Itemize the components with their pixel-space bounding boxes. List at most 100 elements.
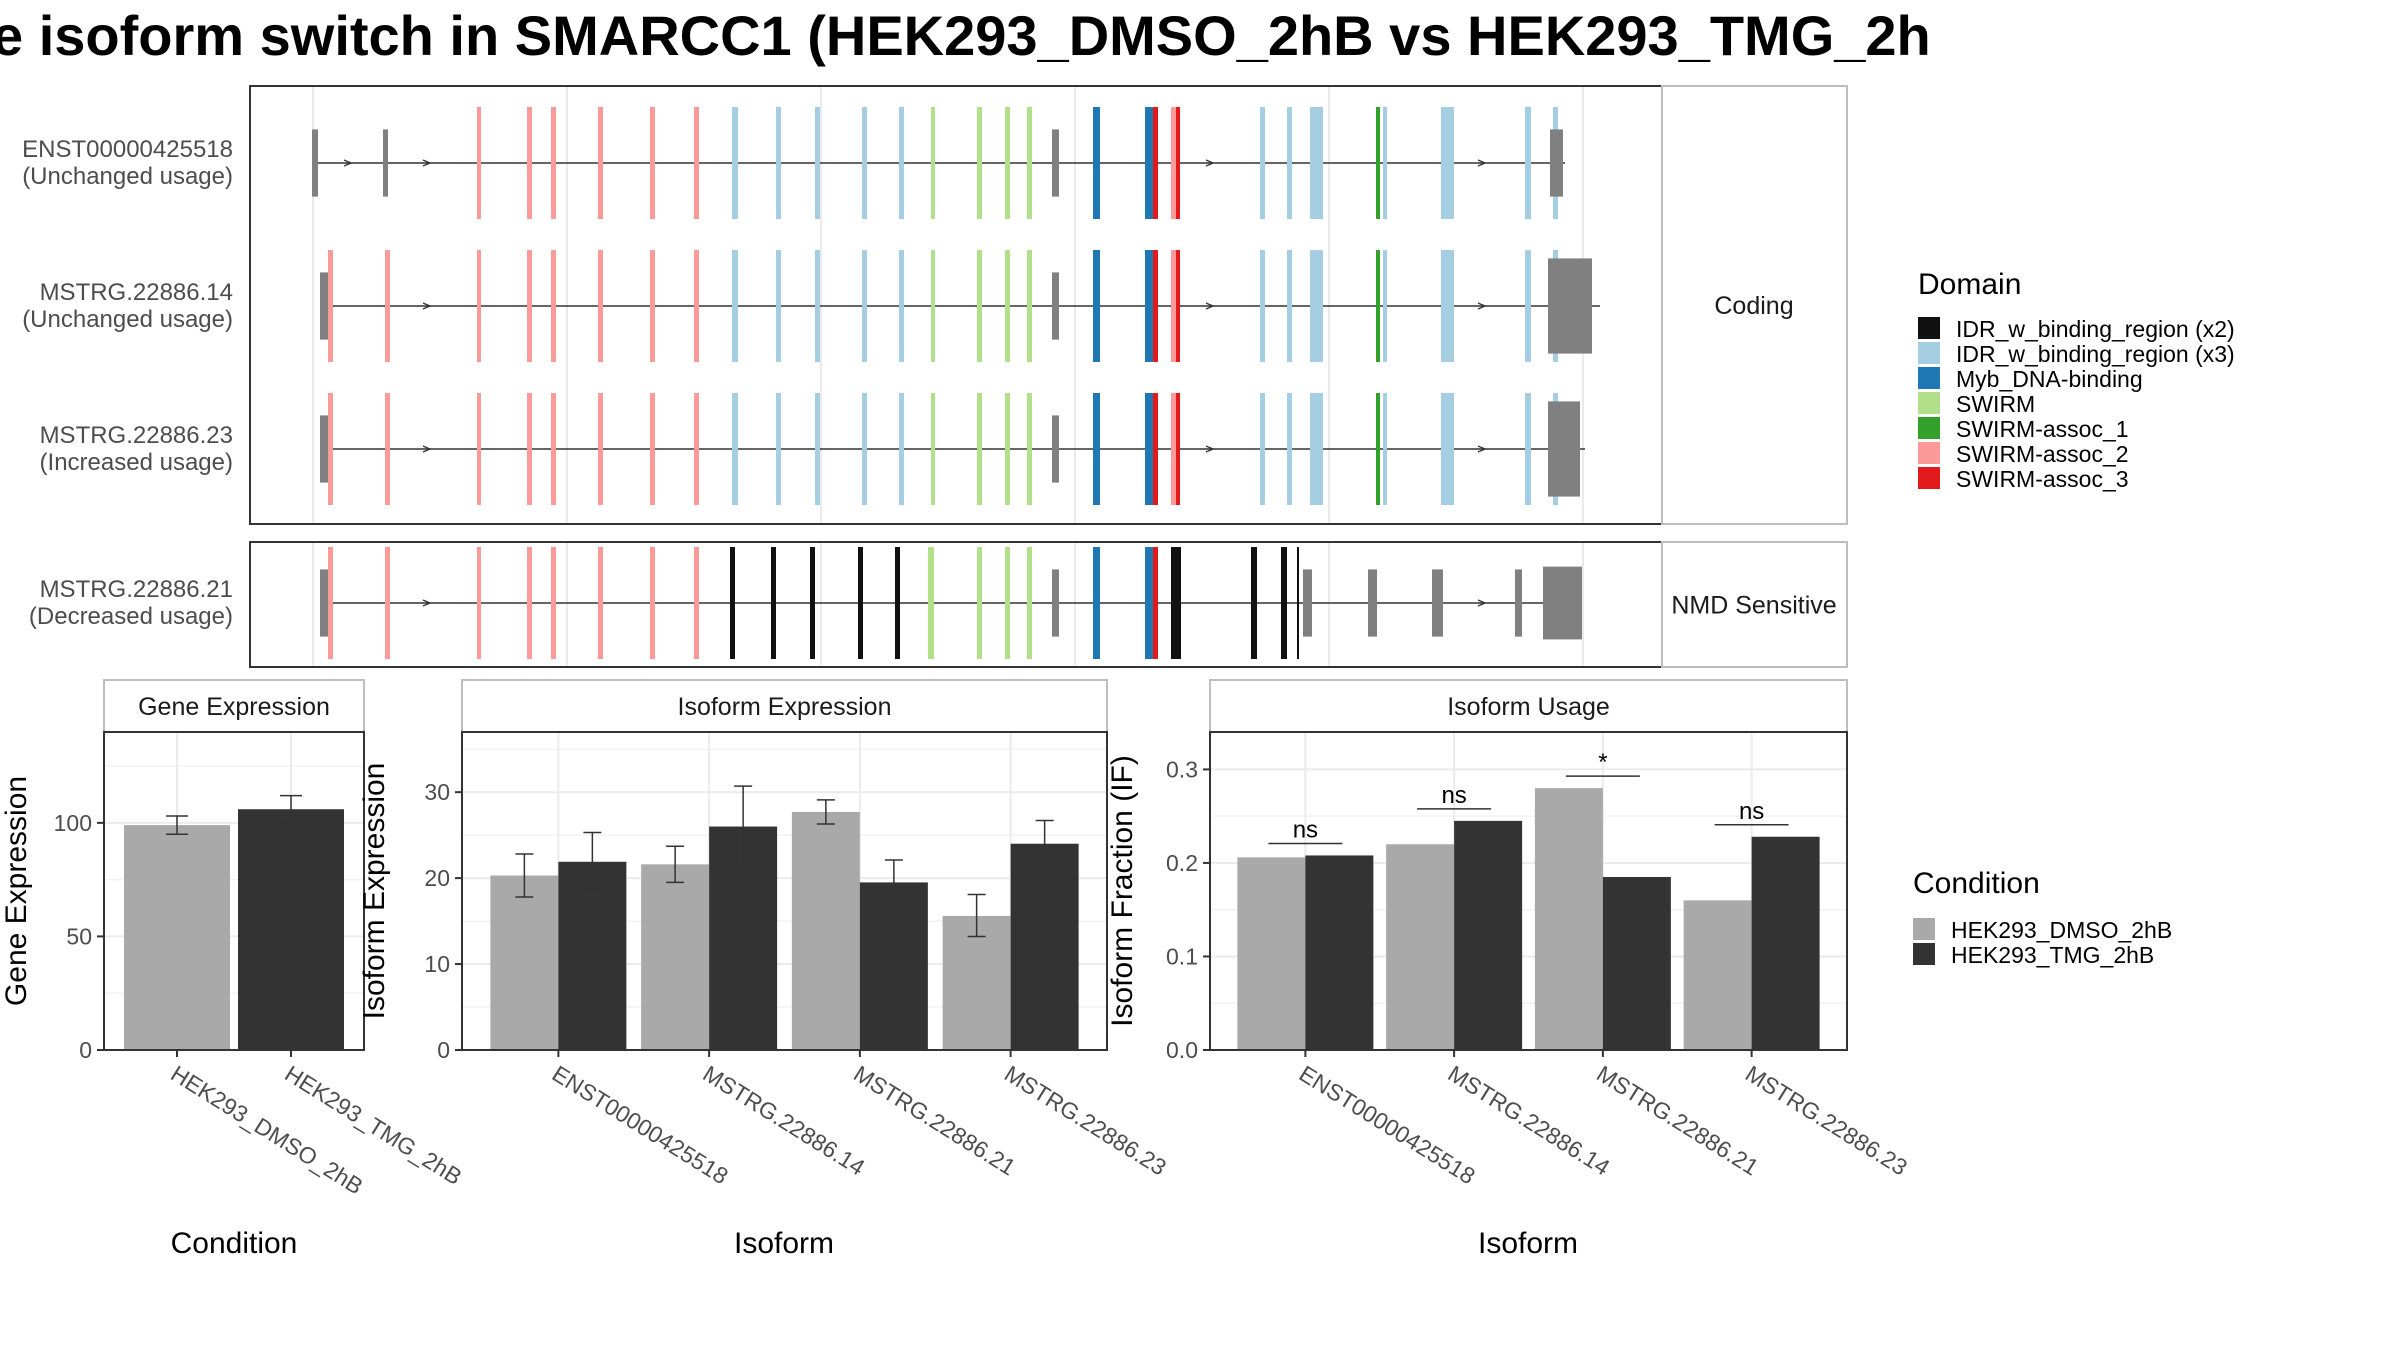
x-axis-title: Isoform [1478, 1227, 1578, 1260]
domain-exon [732, 107, 738, 219]
domain-exon [1005, 107, 1010, 219]
legend-title: Domain [1918, 268, 2021, 301]
domain-exon [1376, 250, 1380, 362]
domain-exon [1145, 250, 1153, 362]
chart-strip [103, 679, 365, 733]
isoform-label: MSTRG.22886.14 [40, 279, 233, 306]
legend-key [1913, 918, 1935, 940]
domain-exon [1287, 250, 1292, 362]
bar [641, 864, 710, 1050]
domain-exon [598, 547, 603, 659]
exon [1550, 129, 1563, 197]
domain-exon [815, 107, 820, 219]
legend-key [1918, 417, 1940, 439]
domain-exon [694, 393, 699, 505]
domain-exon [1145, 107, 1153, 219]
domain-exon [1260, 250, 1265, 362]
domain-exon [1093, 250, 1100, 362]
domain-exon [650, 107, 655, 219]
bar [238, 809, 344, 1050]
bar [859, 882, 928, 1050]
domain-exon [1441, 393, 1454, 505]
legend-key [1913, 943, 1935, 965]
isoform-usage-label: (Decreased usage) [29, 603, 233, 630]
strip-label: NMD Sensitive [1671, 592, 1836, 620]
domain-exon [328, 393, 333, 505]
legend-entry: SWIRM-assoc_2 [1956, 441, 2129, 467]
y-tick-label: 0.2 [1166, 850, 1198, 876]
y-tick-label: 100 [54, 810, 92, 836]
domain-exon [598, 393, 603, 505]
domain-exon [527, 393, 532, 505]
exon [320, 272, 330, 340]
exon [1543, 566, 1582, 640]
chart-border [461, 731, 1108, 1051]
exon [1515, 569, 1522, 637]
y-tick-label: 0.1 [1166, 943, 1198, 969]
legend-entry: HEK293_DMSO_2hB [1951, 917, 2172, 943]
strip-box [1661, 541, 1848, 668]
domain-exon [1145, 393, 1153, 505]
domain-exon [1093, 547, 1100, 659]
domain-exon [551, 547, 556, 659]
isoform-usage-label: (Increased usage) [40, 449, 233, 476]
domain-exon [1153, 107, 1158, 219]
bar [1386, 844, 1455, 1050]
domain-exon [1441, 107, 1454, 219]
y-tick-label: 10 [424, 951, 450, 977]
y-tick-label: 20 [424, 865, 450, 891]
bar [791, 811, 860, 1050]
domain-exon [1005, 250, 1010, 362]
domain-exon [1027, 393, 1032, 505]
exon [320, 415, 330, 483]
strand-arrow [422, 599, 432, 607]
domain-exon [385, 547, 390, 659]
domain-exon [1171, 393, 1176, 505]
strand-arrow [1205, 302, 1215, 310]
y-tick-label: 0 [437, 1037, 450, 1063]
strand-arrow [1477, 159, 1487, 167]
legend-key [1918, 392, 1940, 414]
isoform-usage-label: (Unchanged usage) [22, 306, 233, 333]
domain-exon [1027, 107, 1032, 219]
domain-exon [551, 250, 556, 362]
y-axis-title: Isoform Fraction (IF) [1106, 755, 1139, 1027]
legend-entry: IDR_w_binding_region (x3) [1956, 341, 2235, 367]
bar [1454, 820, 1523, 1050]
domain-exon [1153, 393, 1158, 505]
significance-label: * [1598, 749, 1607, 776]
bar [1305, 855, 1374, 1050]
y-tick-label: 0 [79, 1037, 92, 1063]
domain-exon [862, 393, 867, 505]
x-tick-label: MSTRG.22886.23 [1000, 1060, 1171, 1180]
domain-exon [1376, 393, 1380, 505]
exon [1432, 569, 1443, 637]
domain-exon [385, 393, 390, 505]
chart-strip [461, 679, 1108, 733]
strand-arrow [422, 302, 432, 310]
domain-exon [477, 547, 481, 659]
chart-2: Isoform Usage0.00.10.20.3nsns*nsENST0000… [1106, 679, 1912, 1260]
domain-exon [1093, 393, 1100, 505]
strand-arrow [1477, 599, 1487, 607]
x-tick-label: MSTRG.22886.23 [1741, 1060, 1912, 1180]
domain-exon [527, 107, 532, 219]
domain-exon [1287, 107, 1292, 219]
exon [383, 129, 388, 197]
domain-exon [1310, 250, 1323, 362]
domain-exon [1176, 107, 1180, 219]
domain-exon [650, 393, 655, 505]
strip-box [1661, 85, 1848, 525]
domain-exon [1260, 107, 1265, 219]
significance-label: ns [1441, 782, 1466, 809]
domain-exon [1145, 547, 1153, 659]
bar [1534, 788, 1603, 1050]
y-tick-label: 50 [66, 923, 92, 949]
domain-exon [1376, 107, 1380, 219]
isoform-label: MSTRG.22886.21 [40, 576, 233, 603]
bar-charts: Gene Expression050100HEK293_DMSO_2hBHEK2… [0, 679, 1912, 1260]
legend-key [1918, 442, 1940, 464]
bar [1237, 857, 1306, 1050]
domain-exon [527, 547, 532, 659]
